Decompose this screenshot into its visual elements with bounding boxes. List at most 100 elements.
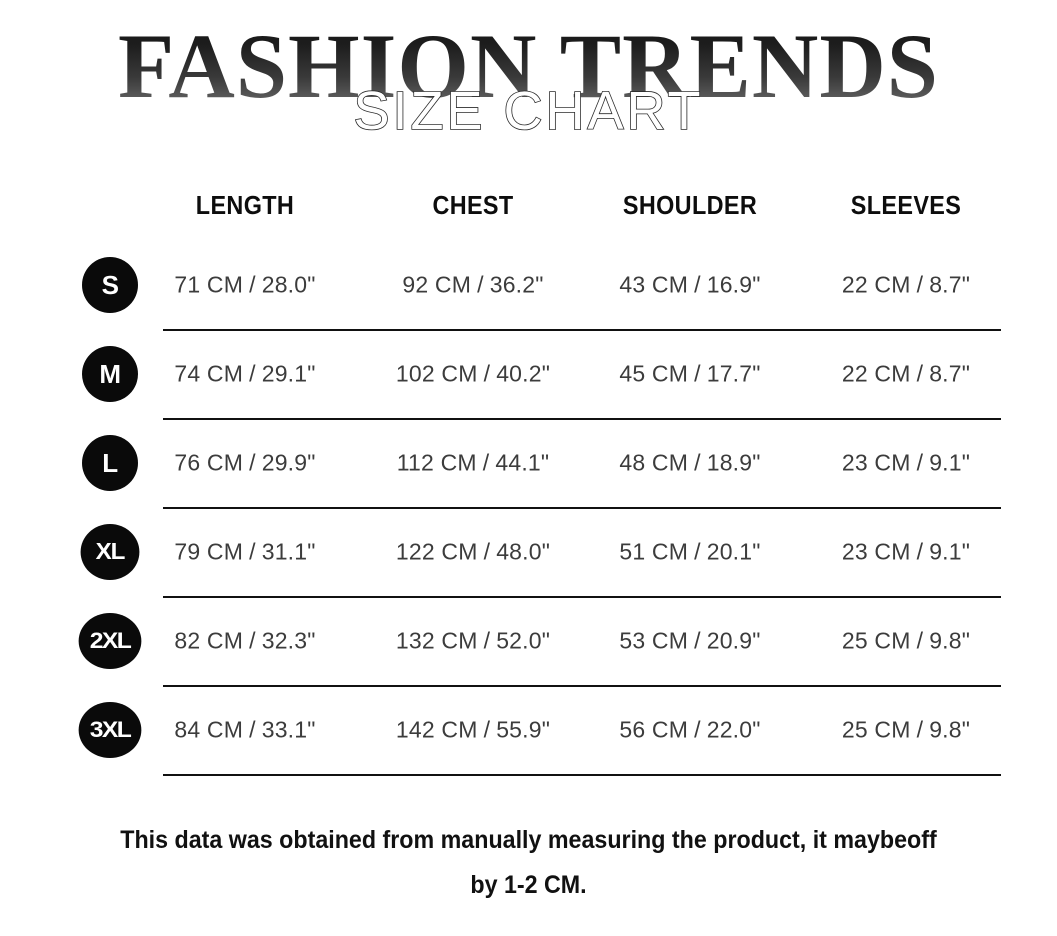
column-header-shoulder: SHOULDER <box>622 190 758 220</box>
value-separator: / <box>694 271 701 297</box>
table-row: M 74 CM/29.1" 102 CM/40.2" 45 CM/17.7" 22 CM… <box>0 329 1057 418</box>
value-cm: 48 CM <box>619 449 689 475</box>
row-divider <box>163 507 1001 509</box>
value-inch: 44.1" <box>495 449 550 475</box>
value-inch: 29.9" <box>261 449 316 475</box>
value-inch: 9.1" <box>929 538 971 564</box>
cell-length-3xl: 84 CM/33.1" <box>145 716 345 743</box>
value-cm: 102 CM <box>395 360 478 386</box>
value-separator: / <box>916 271 924 297</box>
cell-length-s: 71 CM/28.0" <box>145 271 345 298</box>
table-body: S 71 CM/28.0" 92 CM/36.2" 43 CM/16.9" 22 CM /… <box>0 240 1057 776</box>
value-separator: / <box>483 360 491 386</box>
value-separator: / <box>483 716 491 742</box>
value-separator: / <box>249 360 256 386</box>
value-inch: 20.1" <box>706 538 761 564</box>
table-row: 2XL 82 CM/32.3" 132 CM/52.0" 53 CM/20.9" 25 … <box>0 596 1057 685</box>
cell-sleeves-2xl: 25 CM/9.8" <box>806 627 1006 654</box>
table-row: 3XL 84 CM/33.1" 142 CM/55.9" 56 CM/22.0" 25 … <box>0 685 1057 774</box>
value-separator: / <box>694 538 701 564</box>
value-separator: / <box>694 716 701 742</box>
cell-length-m: 74 CM/29.1" <box>145 360 345 387</box>
value-inch: 22.0" <box>706 716 761 742</box>
value-inch: 8.7" <box>929 360 971 386</box>
row-divider <box>163 418 1001 420</box>
value-separator: / <box>916 449 924 475</box>
value-cm: 45 CM <box>619 360 689 386</box>
table-row: XL 79 CM/31.1" 122 CM/48.0" 51 CM/20.1" 23 C… <box>0 507 1057 596</box>
value-separator: / <box>477 271 484 297</box>
cell-shoulder-s: 43 CM/16.9" <box>590 271 790 298</box>
cell-shoulder-2xl: 53 CM/20.9" <box>590 627 790 654</box>
table-row: L 76 CM/29.9" 112 CM/44.1" 48 CM/18.9" 23 CM… <box>0 418 1057 507</box>
value-cm: 82 CM <box>174 627 244 653</box>
cell-sleeves-xl: 23 CM/9.1" <box>806 538 1006 565</box>
value-inch: 36.2" <box>489 271 544 297</box>
cell-chest-2xl: 132 CM/52.0" <box>375 627 571 654</box>
value-inch: 20.9" <box>706 627 761 653</box>
value-cm: 22 CM <box>841 271 911 297</box>
value-cm: 23 CM <box>841 449 911 475</box>
value-cm: 132 CM <box>395 627 478 653</box>
size-badge-3xl: 3XL <box>78 701 142 758</box>
cell-sleeves-l: 23 CM/9.1" <box>806 449 1006 476</box>
value-separator: / <box>482 449 490 475</box>
value-separator: / <box>694 627 701 653</box>
value-inch: 40.2" <box>496 360 551 386</box>
cell-chest-m: 102 CM/40.2" <box>375 360 571 387</box>
value-cm: 74 CM <box>174 360 244 386</box>
value-inch: 16.9" <box>706 271 761 297</box>
value-cm: 25 CM <box>841 716 911 742</box>
value-separator: / <box>249 716 256 742</box>
value-separator: / <box>483 538 491 564</box>
column-header-length: LENGTH <box>195 190 295 220</box>
cell-length-xl: 79 CM/31.1" <box>145 538 345 565</box>
value-cm: 25 CM <box>841 627 911 653</box>
value-separator: / <box>249 449 256 475</box>
value-inch: 9.1" <box>929 449 971 475</box>
value-inch: 48.0" <box>496 538 551 564</box>
cell-shoulder-xl: 51 CM/20.1" <box>590 538 790 565</box>
row-divider <box>163 329 1001 331</box>
value-separator: / <box>249 271 256 297</box>
value-cm: 22 CM <box>841 360 911 386</box>
cell-chest-3xl: 142 CM/55.9" <box>375 716 571 743</box>
value-cm: 84 CM <box>174 716 244 742</box>
value-cm: 56 CM <box>619 716 689 742</box>
value-separator: / <box>249 538 256 564</box>
disclaimer-line-1: This data was obtained from manually mea… <box>120 826 937 854</box>
value-cm: 142 CM <box>395 716 478 742</box>
disclaimer-line-2: by 1-2 CM. <box>470 871 587 899</box>
cell-chest-l: 112 CM/44.1" <box>375 449 571 476</box>
size-badge-xl: XL <box>80 523 140 580</box>
cell-shoulder-m: 45 CM/17.7" <box>590 360 790 387</box>
value-separator: / <box>916 716 924 742</box>
row-divider <box>163 774 1001 776</box>
table-row: S 71 CM/28.0" 92 CM/36.2" 43 CM/16.9" 22 CM /… <box>0 240 1057 329</box>
page-subtitle-outline: SIZE CHART <box>353 81 704 141</box>
title-block: FASHION TRENDS SIZE CHART <box>0 0 1057 165</box>
value-inch: 9.8" <box>929 716 971 742</box>
value-cm: 112 CM <box>396 449 477 475</box>
value-inch: 17.7" <box>706 360 761 386</box>
cell-length-l: 76 CM/29.9" <box>145 449 345 476</box>
value-inch: 32.3" <box>261 627 316 653</box>
value-cm: 53 CM <box>619 627 689 653</box>
disclaimer-note: This data was obtained from manually mea… <box>37 818 1020 908</box>
size-badge-l: L <box>82 434 138 491</box>
value-separator: / <box>916 360 924 386</box>
cell-chest-s: 92 CM/36.2" <box>375 271 571 298</box>
value-separator: / <box>916 538 924 564</box>
size-badge-m: M <box>82 345 138 402</box>
table-header-row: LENGTH CHEST SHOULDER SLEEVES <box>0 178 1057 240</box>
value-separator: / <box>694 360 701 386</box>
value-separator: / <box>483 627 491 653</box>
cell-length-2xl: 82 CM/32.3" <box>145 627 345 654</box>
column-header-sleeves: SLEEVES <box>850 190 962 220</box>
value-cm: 71 CM <box>174 271 244 297</box>
value-inch: 52.0" <box>496 627 551 653</box>
cell-shoulder-3xl: 56 CM/22.0" <box>590 716 790 743</box>
value-inch: 33.1" <box>261 716 316 742</box>
row-divider <box>163 596 1001 598</box>
